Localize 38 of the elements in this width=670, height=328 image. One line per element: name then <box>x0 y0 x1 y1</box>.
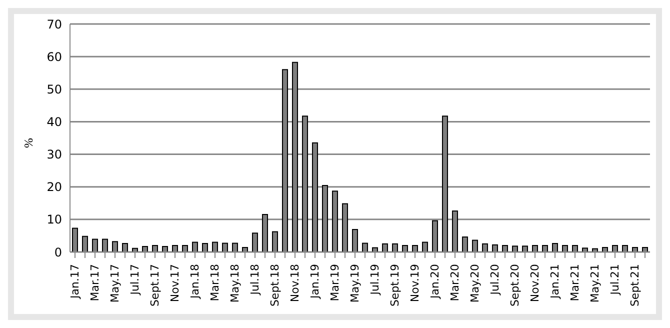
x-tick-label: Jan.19 <box>308 264 322 300</box>
y-tick-label: 30 <box>46 148 62 162</box>
y-tick-label: 20 <box>46 180 62 194</box>
x-tick-label: Mar.19 <box>328 264 342 302</box>
x-tick-label: Jul.17 <box>128 264 142 296</box>
x-tick-label: Jul.19 <box>368 264 382 296</box>
x-tick-label: Nov.19 <box>408 264 422 302</box>
x-tick-label: Jan.17 <box>68 264 82 300</box>
y-axis-title: % <box>21 138 36 148</box>
x-tick-label: Jul.20 <box>488 264 502 296</box>
x-tick-label: Sept.19 <box>388 264 402 307</box>
x-tick-label: Mar.18 <box>208 264 222 302</box>
x-tick-label: Sept.17 <box>148 264 162 307</box>
x-tick-label: May.18 <box>228 264 242 303</box>
x-tick-label: Nov.18 <box>288 264 302 302</box>
x-tick-label: Jan.20 <box>428 264 442 300</box>
x-tick-label: Mar.20 <box>448 264 462 302</box>
y-tick-label: 40 <box>46 114 62 129</box>
x-tick-label: Jan.21 <box>548 264 562 300</box>
x-tick-label: Jan.18 <box>188 264 202 300</box>
y-tick-label: 10 <box>46 212 62 227</box>
x-tick-label: Nov.20 <box>528 264 542 302</box>
x-tick-label: Mar.21 <box>568 264 582 302</box>
y-tick-label: 0 <box>54 245 62 260</box>
x-tick-label: Nov.17 <box>168 264 182 302</box>
x-tick-label: Sept.20 <box>508 264 522 307</box>
x-tick-label: Sept.18 <box>268 264 282 307</box>
y-tick-label: 70 <box>46 17 62 32</box>
x-tick-label: Jul.21 <box>608 264 622 296</box>
x-tick-label: Jul.18 <box>248 264 262 296</box>
x-tick-label: May.17 <box>108 264 122 303</box>
x-tick-label: May.20 <box>468 264 482 303</box>
x-tick-label: May.21 <box>588 264 602 303</box>
y-tick-label: 50 <box>46 82 62 96</box>
x-tick-label: May.19 <box>348 264 362 303</box>
y-tick-label: 60 <box>46 50 62 64</box>
x-tick-label: Sept.21 <box>628 264 642 307</box>
x-tick-label: Mar.17 <box>88 264 102 302</box>
